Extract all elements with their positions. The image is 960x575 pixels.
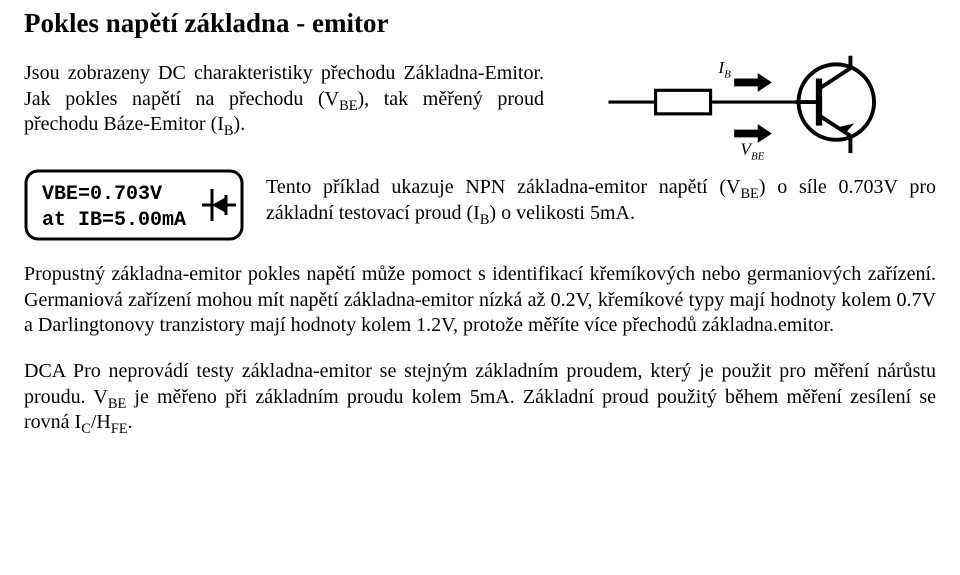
lcd-line1: VBE=0.703V bbox=[42, 183, 162, 206]
lcd-display: VBE=0.703V at IB=5.00mA bbox=[24, 169, 244, 241]
page-title: Pokles napětí základna - emitor bbox=[24, 8, 936, 39]
vbe-sub: BE bbox=[751, 150, 765, 161]
lcd-line2: at IB=5.00mA bbox=[42, 209, 186, 232]
intro-paragraph: Jsou zobrazeny DC charakteristiky přecho… bbox=[24, 61, 544, 138]
svg-text:VBE: VBE bbox=[740, 140, 764, 161]
ib-sub: B bbox=[724, 69, 731, 81]
body-paragraph: Propustný základna-emitor pokles napětí … bbox=[24, 262, 936, 339]
intro-row: Jsou zobrazeny DC charakteristiky přecho… bbox=[24, 61, 936, 161]
circuit-diagram: IB VBE bbox=[562, 51, 922, 161]
note-paragraph: DCA Pro neprovádí testy základna-emitor … bbox=[24, 359, 936, 436]
example-paragraph: Tento příklad ukazuje NPN základna-emito… bbox=[266, 175, 936, 226]
svg-text:IB: IB bbox=[717, 58, 731, 81]
example-row: VBE=0.703V at IB=5.00mA Tento příklad uk… bbox=[24, 169, 936, 246]
